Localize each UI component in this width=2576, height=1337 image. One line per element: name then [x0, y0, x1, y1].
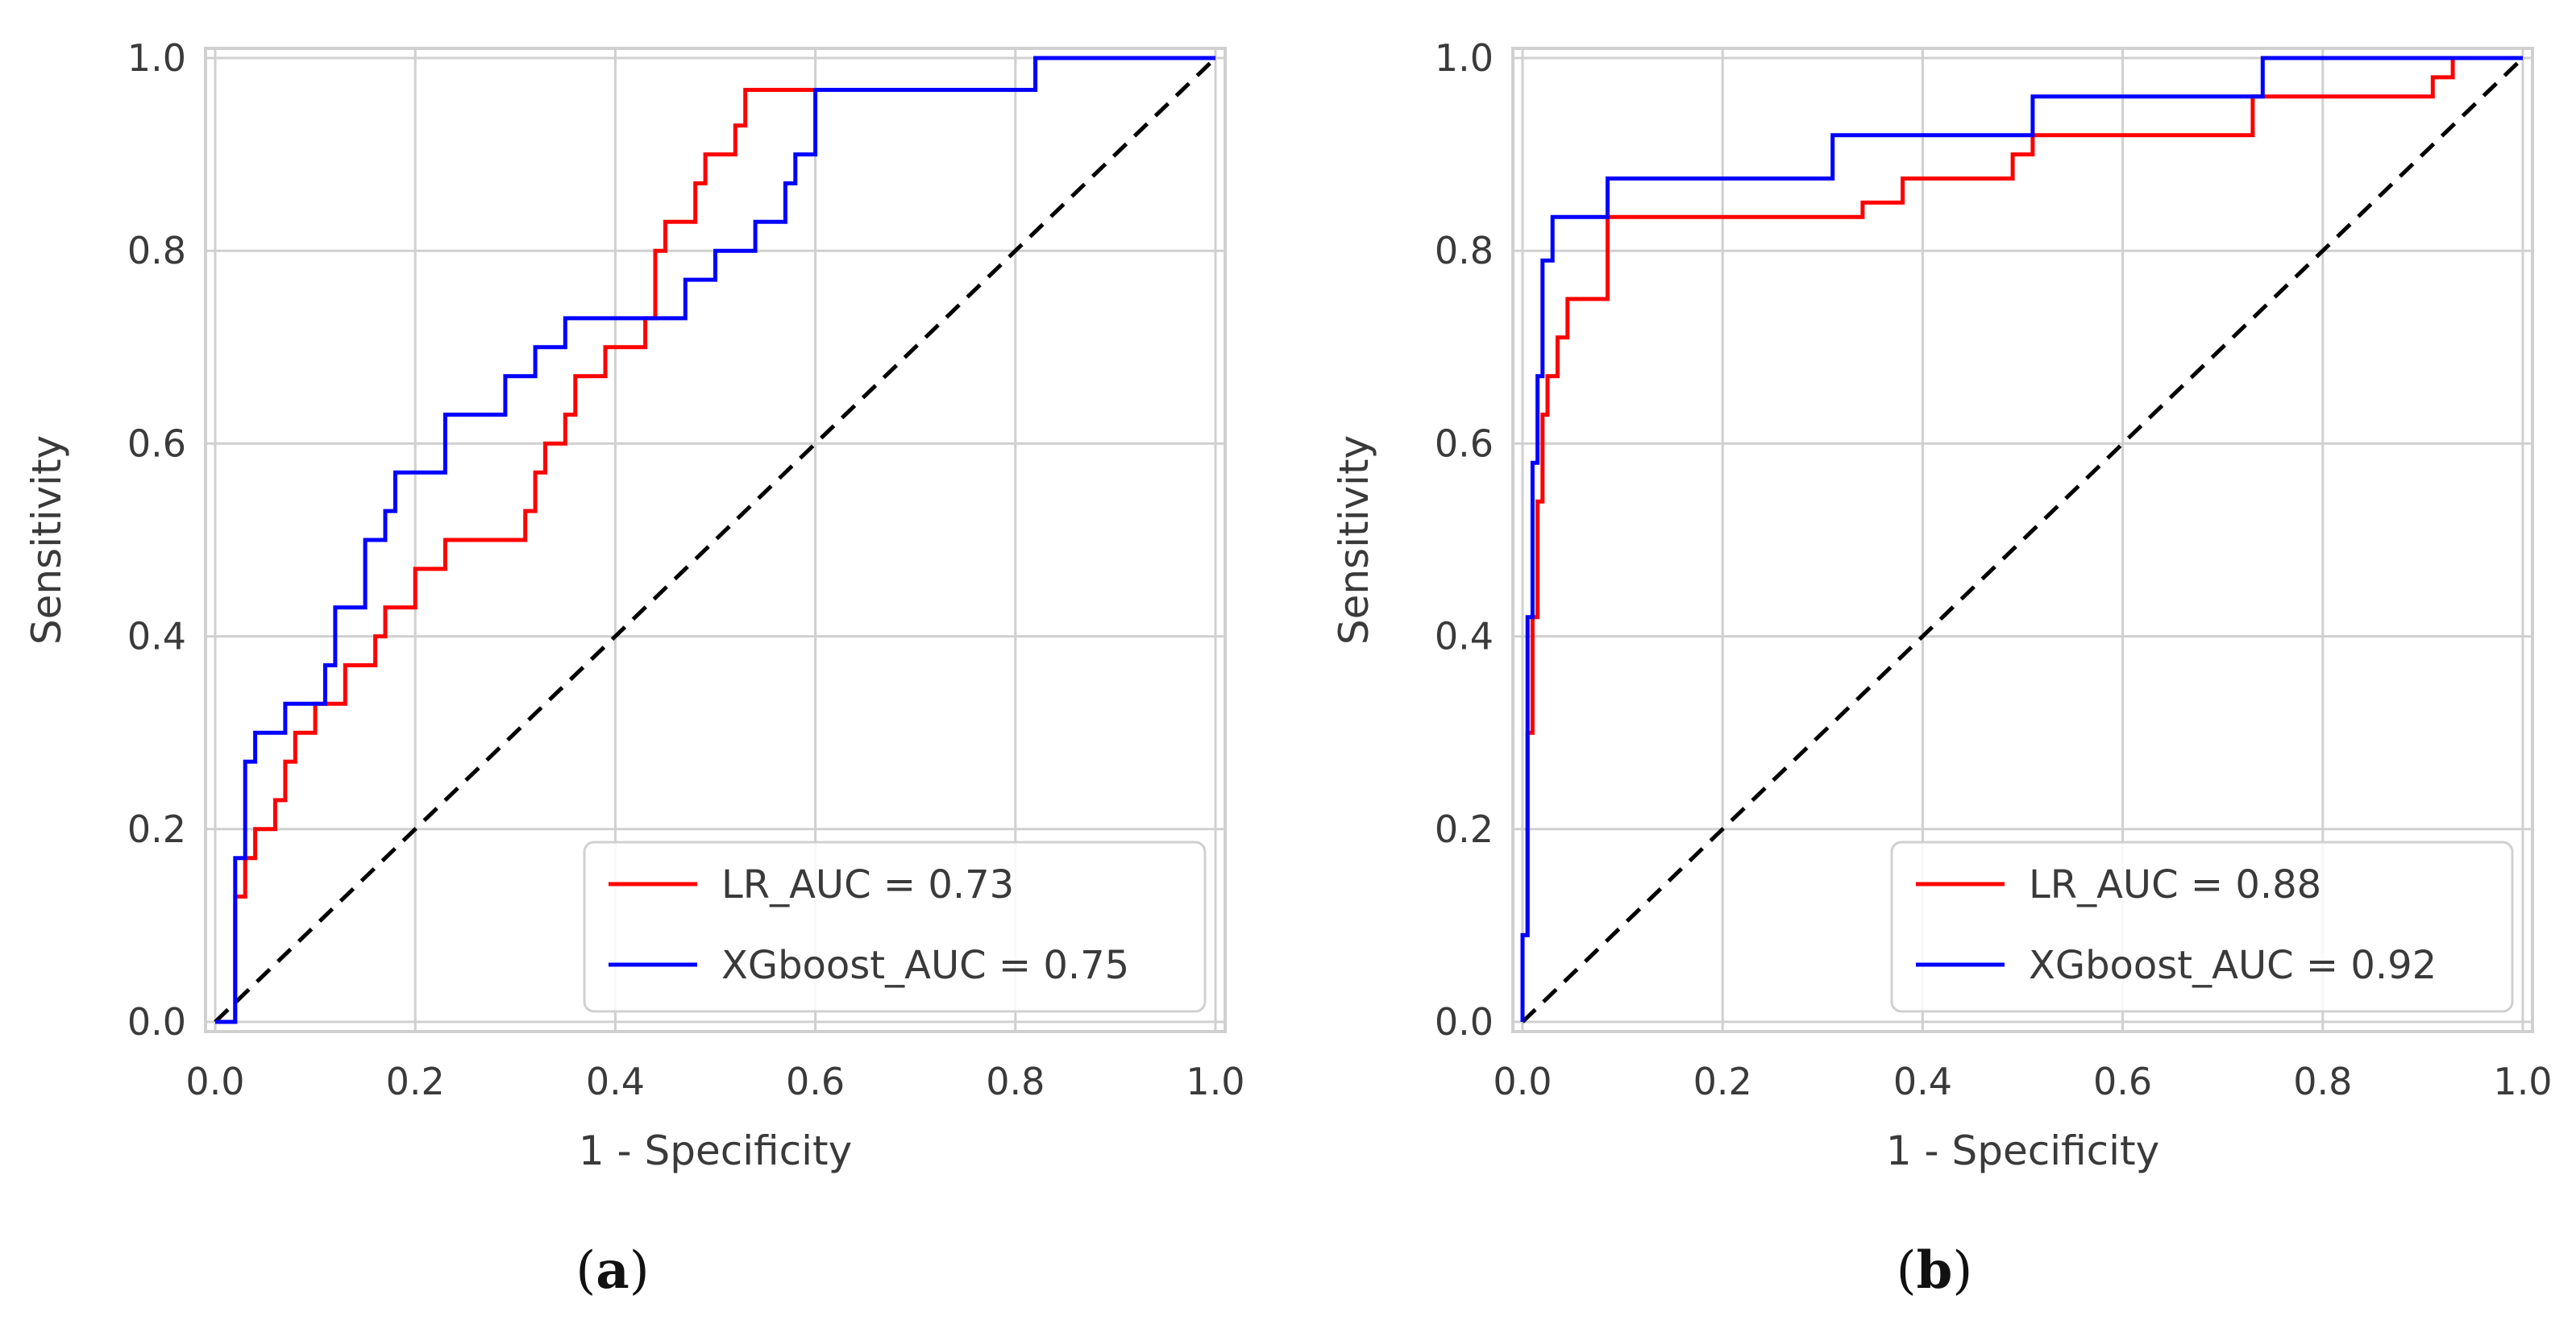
y-tick-label: 0.0 — [1435, 1000, 1494, 1044]
x-tick-label: 0.6 — [2093, 1060, 2152, 1103]
plot-frame — [204, 47, 1227, 1033]
caption-letter: a — [596, 1240, 629, 1301]
plot-frame — [1511, 47, 2534, 1033]
x-tick-label: 1.0 — [2493, 1060, 2552, 1103]
chart-panel-a: 0.0 0.2 0.4 0.6 0.8 1.0 0.0 0.2 0.4 0.6 0.8 1.0 1 - … — [23, 36, 1245, 1301]
x-axis-label: 1 - Specificity — [1886, 1127, 2159, 1174]
legend-box — [583, 841, 1207, 1013]
y-tick-label: 0.2 — [1435, 808, 1494, 851]
x-axis-label: 1 - Specificity — [579, 1127, 852, 1174]
roc-curve-lr — [215, 56, 1215, 1024]
y-tick-label: 0.4 — [127, 615, 186, 658]
y-tick-label: 0.2 — [127, 808, 186, 851]
caption-close-paren: ) — [1952, 1241, 1972, 1301]
y-tick-label: 0.6 — [1435, 421, 1494, 465]
x-tick-label: 0.8 — [2293, 1060, 2352, 1103]
legend: LR_AUC = 0.88 XGboost_AUC = 0.92 — [1890, 841, 2514, 1013]
y-tick-label: 0.8 — [127, 229, 186, 272]
y-tick-label: 0.0 — [127, 1000, 186, 1044]
y-tick-label: 0.4 — [1435, 615, 1494, 658]
y-tick-label: 1.0 — [1435, 36, 1494, 80]
y-tick-label: 1.0 — [127, 36, 186, 80]
x-tick-label: 0.8 — [986, 1060, 1045, 1103]
panel-caption: (b) — [1897, 1240, 1973, 1301]
roc-curve-xgboost — [1520, 56, 2523, 1022]
x-tick-label: 1.0 — [1186, 1060, 1244, 1103]
legend-entry-label: LR_AUC = 0.73 — [721, 862, 1014, 907]
x-tick-label: 0.0 — [1493, 1060, 1552, 1103]
x-tick-label: 0.0 — [185, 1060, 244, 1103]
x-tick-label: 0.4 — [586, 1060, 645, 1103]
panel-caption: (a) — [575, 1240, 649, 1301]
legend-entry-label: LR_AUC = 0.88 — [2029, 862, 2321, 907]
legend-box — [1890, 841, 2514, 1013]
chart-panel-b: 0.0 0.2 0.4 0.6 0.8 1.0 0.0 0.2 0.4 0.6 0.8 1.0 1 - … — [1331, 36, 2553, 1301]
x-tick-label: 0.2 — [1693, 1060, 1752, 1103]
legend-entry-label: XGboost_AUC = 0.92 — [2029, 943, 2437, 988]
x-tick-label: 0.6 — [786, 1060, 845, 1103]
y-tick-label: 0.8 — [1435, 229, 1494, 272]
y-axis-label: Sensitivity — [1331, 435, 1377, 645]
caption-letter: b — [1917, 1240, 1953, 1301]
y-axis-label: Sensitivity — [23, 435, 70, 645]
legend-entry-label: XGboost_AUC = 0.75 — [721, 943, 1129, 988]
y-tick-label: 0.6 — [127, 421, 186, 465]
caption-open-paren: ( — [1897, 1241, 1917, 1301]
legend: LR_AUC = 0.73 XGboost_AUC = 0.75 — [583, 841, 1207, 1013]
caption-open-paren: ( — [575, 1241, 596, 1301]
caption-close-paren: ) — [629, 1241, 650, 1301]
roc-curve-xgboost — [215, 56, 1215, 1024]
x-tick-label: 0.4 — [1893, 1060, 1952, 1103]
x-tick-label: 0.2 — [386, 1060, 445, 1103]
